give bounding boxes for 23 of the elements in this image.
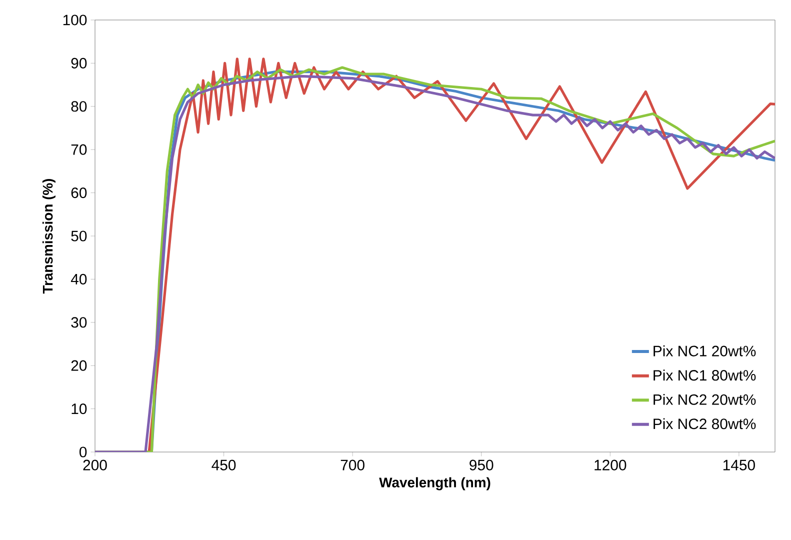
y-tick-label: 80 (71, 101, 87, 112)
legend-label: Pix NC2 20wt% (654, 394, 756, 405)
x-tick-label: 450 (212, 460, 236, 470)
y-tick-label: 40 (70, 274, 87, 284)
legend-label: Pix NC2 80wt% (654, 418, 756, 430)
x-tick-label: 1450 (723, 460, 755, 470)
x-tick-label: 1200 (594, 460, 626, 470)
y-tick-label: 100 (63, 14, 87, 26)
x-tick-label: 950 (470, 460, 494, 470)
y-tick-label: 90 (71, 58, 87, 68)
x-axis-title: Wavelength (nm) (379, 477, 490, 490)
y-tick-label: 60 (71, 188, 87, 198)
y-tick-label: 70 (71, 144, 87, 155)
x-tick-label: 700 (340, 460, 364, 470)
x-tick-label: 200 (83, 460, 107, 470)
legend-label: Pix NC1 80wt% (654, 370, 756, 381)
y-tick-label: 20 (71, 360, 87, 371)
legend-label: Pix NC1 20wt% (654, 345, 756, 356)
y-tick-label: 0 (79, 446, 87, 458)
y-tick-label: 10 (72, 404, 87, 414)
y-tick-label: 30 (71, 317, 87, 328)
y-axis-title: Transmission (%) (42, 178, 56, 294)
y-tick-label: 50 (71, 230, 87, 242)
